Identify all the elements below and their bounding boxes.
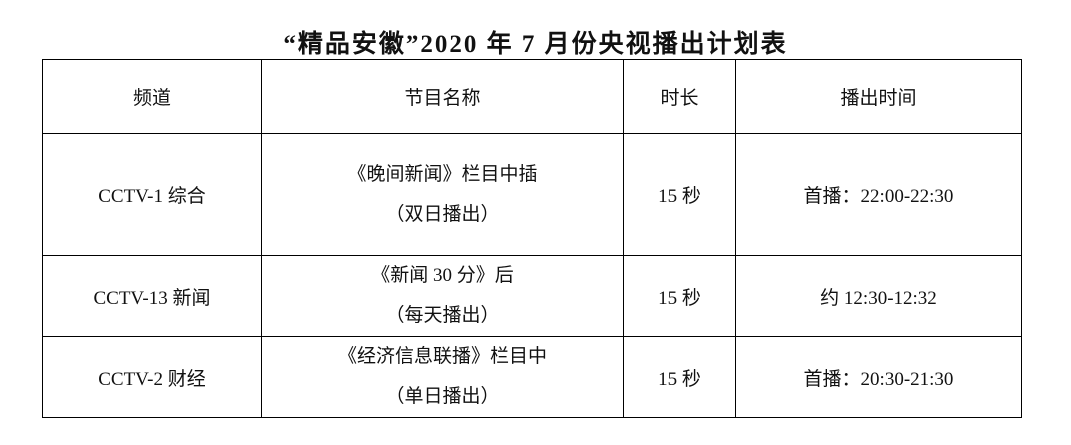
duration-cell: 15 秒	[623, 336, 736, 418]
program-cell: 《晚间新闻》栏目中插 （双日播出）	[261, 133, 624, 256]
air-time-cell: 约 12:30-12:32	[735, 255, 1022, 337]
table-row: CCTV-13 新闻 《新闻 30 分》后 （每天播出） 15 秒 约 12:3…	[42, 255, 1022, 337]
program-schedule-note: （每天播出）	[385, 305, 500, 326]
column-header-channel: 频道	[42, 59, 262, 134]
duration-cell: 15 秒	[623, 255, 736, 337]
channel-cell: CCTV-2 财经	[42, 336, 262, 418]
column-header-duration: 时长	[623, 59, 736, 134]
channel-cell: CCTV-13 新闻	[42, 255, 262, 337]
column-header-program: 节目名称	[261, 59, 624, 134]
channel-cell: CCTV-1 综合	[42, 133, 262, 256]
table-header-row: 频道 节目名称 时长 播出时间	[42, 59, 1022, 134]
air-time-cell: 首播：22:00-22:30	[735, 133, 1022, 256]
program-cell: 《新闻 30 分》后 （每天播出）	[261, 255, 624, 337]
page-title: “精品安徽”2020 年 7 月份央视播出计划表	[283, 31, 788, 58]
program-schedule-note: （双日播出）	[385, 203, 500, 225]
program-title-line: 《经济信息联播》栏目中	[337, 346, 547, 367]
table-row: CCTV-1 综合 《晚间新闻》栏目中插 （双日播出） 15 秒 首播：22:0…	[42, 133, 1022, 256]
air-time-cell: 首播：20:30-21:30	[735, 336, 1022, 418]
program-title-line: 《新闻 30 分》后	[371, 265, 514, 286]
column-header-airtime: 播出时间	[735, 59, 1022, 134]
program-title-line: 《晚间新闻》栏目中插	[347, 163, 538, 185]
duration-cell: 15 秒	[623, 133, 736, 256]
program-cell: 《经济信息联播》栏目中 （单日播出）	[261, 336, 624, 418]
program-schedule-note: （单日播出）	[385, 386, 500, 407]
broadcast-schedule-table: 频道 节目名称 时长 播出时间 CCTV-1 综合 《晚间新闻》栏目中插 （双日…	[42, 59, 1022, 418]
table-row: CCTV-2 财经 《经济信息联播》栏目中 （单日播出） 15 秒 首播：20:…	[42, 336, 1022, 418]
